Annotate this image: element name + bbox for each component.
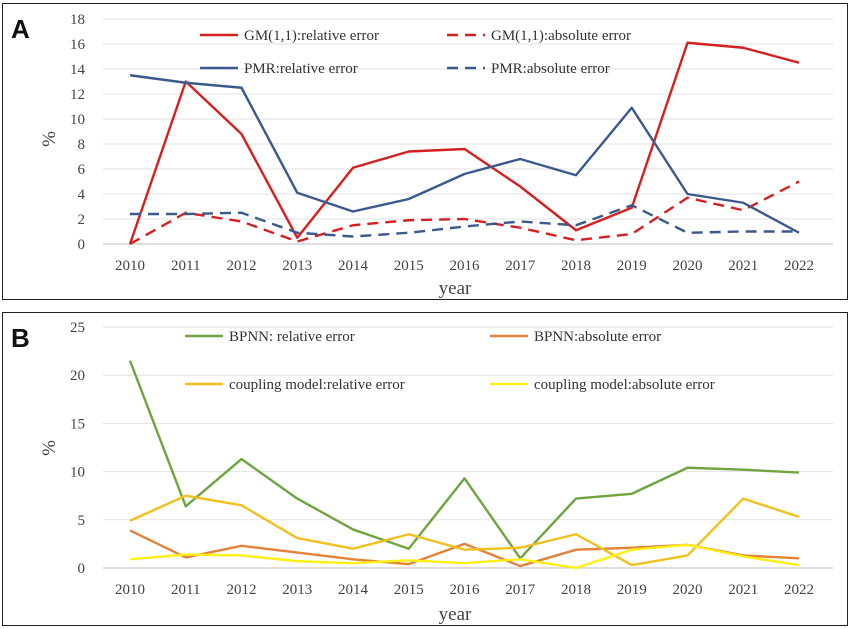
panel-letter-a: A <box>11 14 30 44</box>
gridlines-b <box>103 326 833 569</box>
y-tick-label: 8 <box>78 137 86 153</box>
y-tick-label: 0 <box>78 237 86 253</box>
x-tick-label: 2020 <box>673 582 703 598</box>
chart-b-svg: B % year 0 5 10 15 20 25 2010 2011 2012 2013 2014… <box>11 320 833 625</box>
y-tick-label: 5 <box>78 513 86 529</box>
x-tick-label: 2013 <box>282 258 312 274</box>
series-line-0 <box>128 360 800 560</box>
legend-label-0: GM(1,1):relative error <box>244 28 379 44</box>
panel-b: B % year 0 5 10 15 20 25 2010 2011 2012 2013 2014… <box>2 312 848 626</box>
legend-b: BPNN: relative error BPNN:absolute error c… <box>185 329 715 393</box>
y-tick-label: 6 <box>78 162 86 178</box>
x-tick-label: 2019 <box>617 582 647 598</box>
legend-label-3: PMR:absolute error <box>491 61 610 77</box>
series-line-2 <box>129 74 800 234</box>
series-line-3 <box>130 204 799 238</box>
legend-label-1: BPNN:absolute error <box>534 329 661 345</box>
y-tick-label: 14 <box>70 62 86 78</box>
y-tick-label: 20 <box>70 368 85 384</box>
x-axis-title-b: year <box>439 604 472 625</box>
x-tick-label: 2012 <box>227 582 257 598</box>
x-axis-title-a: year <box>439 278 472 299</box>
x-tick-label: 2022 <box>784 582 814 598</box>
x-ticks-a: 2010 2011 2012 2013 2014 2015 2016 2017 2018 2019… <box>115 258 814 274</box>
series-b <box>128 360 800 570</box>
y-axis-title-b: % <box>39 440 60 456</box>
legend-label-0: BPNN: relative error <box>229 329 355 345</box>
x-tick-label: 2021 <box>728 582 758 598</box>
series-line-1 <box>129 180 800 246</box>
x-tick-label: 2016 <box>450 582 481 598</box>
x-tick-label: 2011 <box>171 258 200 274</box>
x-tick-label: 2022 <box>784 258 814 274</box>
x-tick-label: 2011 <box>171 582 200 598</box>
x-tick-label: 2018 <box>561 258 591 274</box>
legend-label-1: GM(1,1):absolute error <box>491 28 631 44</box>
series-a <box>128 41 800 246</box>
series-line-0 <box>128 41 800 245</box>
series-line-2 <box>129 494 800 567</box>
x-tick-label: 2015 <box>394 582 424 598</box>
x-tick-label: 2017 <box>505 258 536 274</box>
y-tick-label: 25 <box>70 320 85 336</box>
y-tick-label: 10 <box>70 465 85 481</box>
gridlines-a <box>103 18 833 245</box>
series-line-3 <box>129 543 800 570</box>
x-tick-label: 2014 <box>338 258 369 274</box>
legend-label-3: coupling model:absolute error <box>534 377 715 393</box>
x-tick-label: 2021 <box>728 258 758 274</box>
y-tick-label: 16 <box>70 37 86 53</box>
y-tick-label: 4 <box>78 187 86 203</box>
x-tick-label: 2017 <box>505 582 536 598</box>
x-tick-label: 2015 <box>394 258 424 274</box>
panel-letter-b: B <box>11 323 30 353</box>
y-tick-label: 18 <box>70 12 85 28</box>
x-tick-label: 2019 <box>617 258 647 274</box>
y-tick-label: 2 <box>78 212 86 228</box>
legend-label-2: PMR:relative error <box>244 61 358 77</box>
x-tick-label: 2014 <box>338 582 369 598</box>
x-tick-label: 2012 <box>227 258 257 274</box>
y-ticks-b: 0 5 10 15 20 25 <box>70 320 85 577</box>
x-tick-label: 2013 <box>282 582 312 598</box>
y-tick-label: 0 <box>78 561 86 577</box>
x-tick-label: 2010 <box>115 582 145 598</box>
panel-a: A % year 0 2 4 6 8 10 12 14 16 18 2010 2011 2012 201… <box>2 3 848 300</box>
x-tick-label: 2020 <box>673 258 703 274</box>
y-tick-label: 10 <box>70 112 85 128</box>
y-tick-label: 12 <box>70 87 85 103</box>
x-ticks-b: 2010 2011 2012 2013 2014 2015 2016 2017 2018 2019… <box>115 582 814 598</box>
legend-label-2: coupling model:relative error <box>229 377 405 393</box>
legend-a: GM(1,1):relative error GM(1,1):absolute e… <box>200 28 631 77</box>
y-ticks-a: 0 2 4 6 8 10 12 14 16 18 <box>70 12 86 253</box>
x-tick-label: 2018 <box>561 582 591 598</box>
x-tick-label: 2010 <box>115 258 145 274</box>
y-tick-label: 15 <box>70 416 85 432</box>
x-tick-label: 2016 <box>450 258 481 274</box>
y-axis-title-a: % <box>39 131 60 147</box>
